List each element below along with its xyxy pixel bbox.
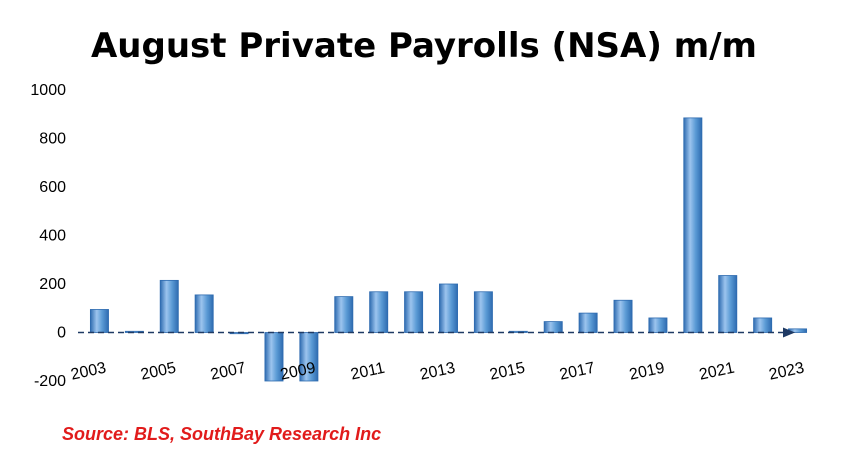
x-tick-label: 2003 <box>69 360 107 384</box>
chart-title: August Private Payrolls (NSA) m/m <box>90 26 757 66</box>
x-tick-label: 2007 <box>209 360 247 384</box>
bar-2006 <box>194 294 214 333</box>
bar-2019 <box>648 317 668 333</box>
baseline-arrow <box>783 327 795 338</box>
y-tick-label: -200 <box>34 373 66 390</box>
x-tick-label: 2017 <box>558 360 596 384</box>
y-tick-label: 1000 <box>30 82 66 99</box>
x-tick-label: 2023 <box>767 360 805 384</box>
x-tick-label: 2015 <box>488 360 526 384</box>
zero-line <box>78 327 795 338</box>
x-tick-label: 2021 <box>698 360 736 384</box>
bars <box>89 117 808 382</box>
x-tick-label: 2019 <box>628 360 666 384</box>
x-axis-ticks: 2003 2005 2007 2009 2011 2013 2015 2017 2019 2021… <box>69 360 806 384</box>
y-tick-label: 0 <box>57 325 66 342</box>
bar-2021 <box>718 275 738 333</box>
bar-2011 <box>369 291 389 333</box>
y-tick-label: 200 <box>39 276 66 293</box>
bar-2003 <box>89 309 109 333</box>
y-tick-label: 800 <box>39 131 66 148</box>
bar-2013 <box>439 283 458 333</box>
source-note: Source: BLS, SouthBay Research Inc <box>62 424 382 444</box>
bar-2012 <box>404 291 424 333</box>
y-axis-ticks: -200 0 200 400 600 800 1000 <box>30 82 66 390</box>
bar-2017 <box>578 312 598 333</box>
y-tick-label: 400 <box>39 228 66 245</box>
bar-2014 <box>473 291 493 333</box>
bar-2020 <box>683 117 703 333</box>
bar-2005 <box>159 279 179 333</box>
x-tick-label: 2013 <box>418 360 456 384</box>
bar-2018 <box>613 299 633 333</box>
bar-2022 <box>753 317 773 333</box>
bar-2016 <box>543 321 563 333</box>
x-tick-label: 2011 <box>349 360 386 384</box>
bar-2010 <box>334 296 354 333</box>
x-tick-label: 2005 <box>139 360 177 384</box>
y-tick-label: 600 <box>39 179 66 196</box>
